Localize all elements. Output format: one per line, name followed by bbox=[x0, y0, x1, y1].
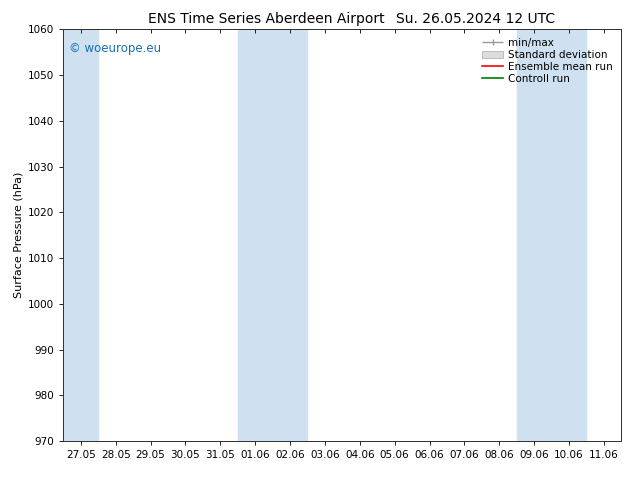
Text: Su. 26.05.2024 12 UTC: Su. 26.05.2024 12 UTC bbox=[396, 12, 555, 26]
Bar bbox=[517, 29, 586, 441]
Y-axis label: Surface Pressure (hPa): Surface Pressure (hPa) bbox=[14, 172, 24, 298]
Bar bbox=[238, 29, 307, 441]
Legend: min/max, Standard deviation, Ensemble mean run, Controll run: min/max, Standard deviation, Ensemble me… bbox=[479, 35, 616, 87]
Text: © woeurope.eu: © woeurope.eu bbox=[69, 42, 161, 55]
Bar bbox=[63, 29, 98, 441]
Text: ENS Time Series Aberdeen Airport: ENS Time Series Aberdeen Airport bbox=[148, 12, 385, 26]
